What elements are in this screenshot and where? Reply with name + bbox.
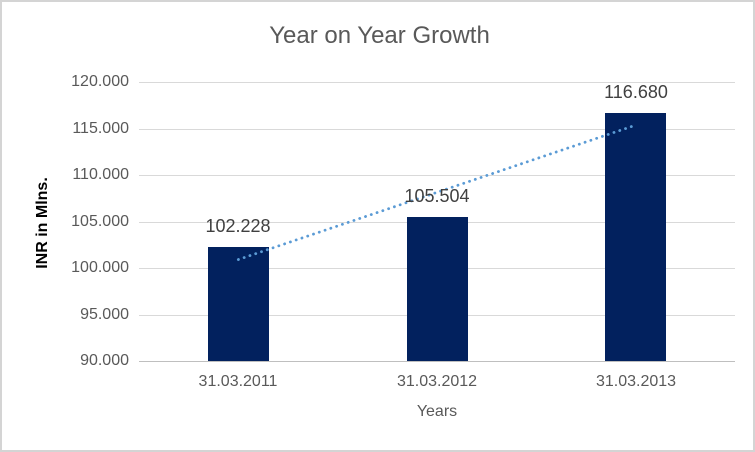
gridline: [139, 82, 735, 83]
y-tick-label: 100.000: [71, 259, 129, 276]
y-tick-label: 90.000: [80, 352, 129, 369]
bar: [605, 113, 666, 361]
y-tick-label: 120.000: [71, 73, 129, 90]
x-axis-title: Years: [416, 403, 458, 420]
bar: [407, 217, 468, 361]
chart-title: Year on Year Growth: [269, 22, 490, 49]
y-tick-label: 95.000: [80, 306, 129, 323]
y-tick-label: 110.000: [72, 166, 129, 183]
bar-value-label: 105.504: [404, 186, 470, 206]
y-tick-label: 115.000: [72, 120, 129, 137]
x-tick-label: 31.03.2012: [396, 373, 478, 390]
x-axis-line: [139, 361, 735, 362]
bar: [208, 247, 269, 361]
bar-value-label: 102.228: [205, 216, 271, 236]
y-tick-label: 105.000: [71, 213, 129, 230]
bar-value-label: 116.680: [604, 82, 668, 102]
x-tick-label: 31.03.2011: [198, 373, 278, 390]
x-tick-label: 31.03.2013: [595, 373, 677, 390]
